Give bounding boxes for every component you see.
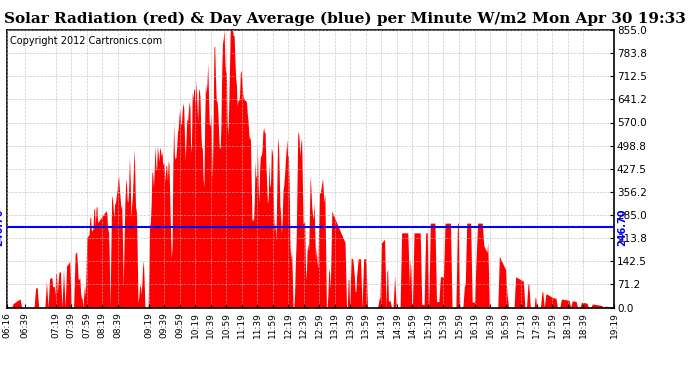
- Text: Solar Radiation (red) & Day Average (blue) per Minute W/m2 Mon Apr 30 19:33: Solar Radiation (red) & Day Average (blu…: [4, 11, 686, 26]
- Text: Copyright 2012 Cartronics.com: Copyright 2012 Cartronics.com: [10, 36, 162, 45]
- Text: 246.70: 246.70: [0, 209, 4, 246]
- Text: 246.70: 246.70: [617, 209, 627, 246]
